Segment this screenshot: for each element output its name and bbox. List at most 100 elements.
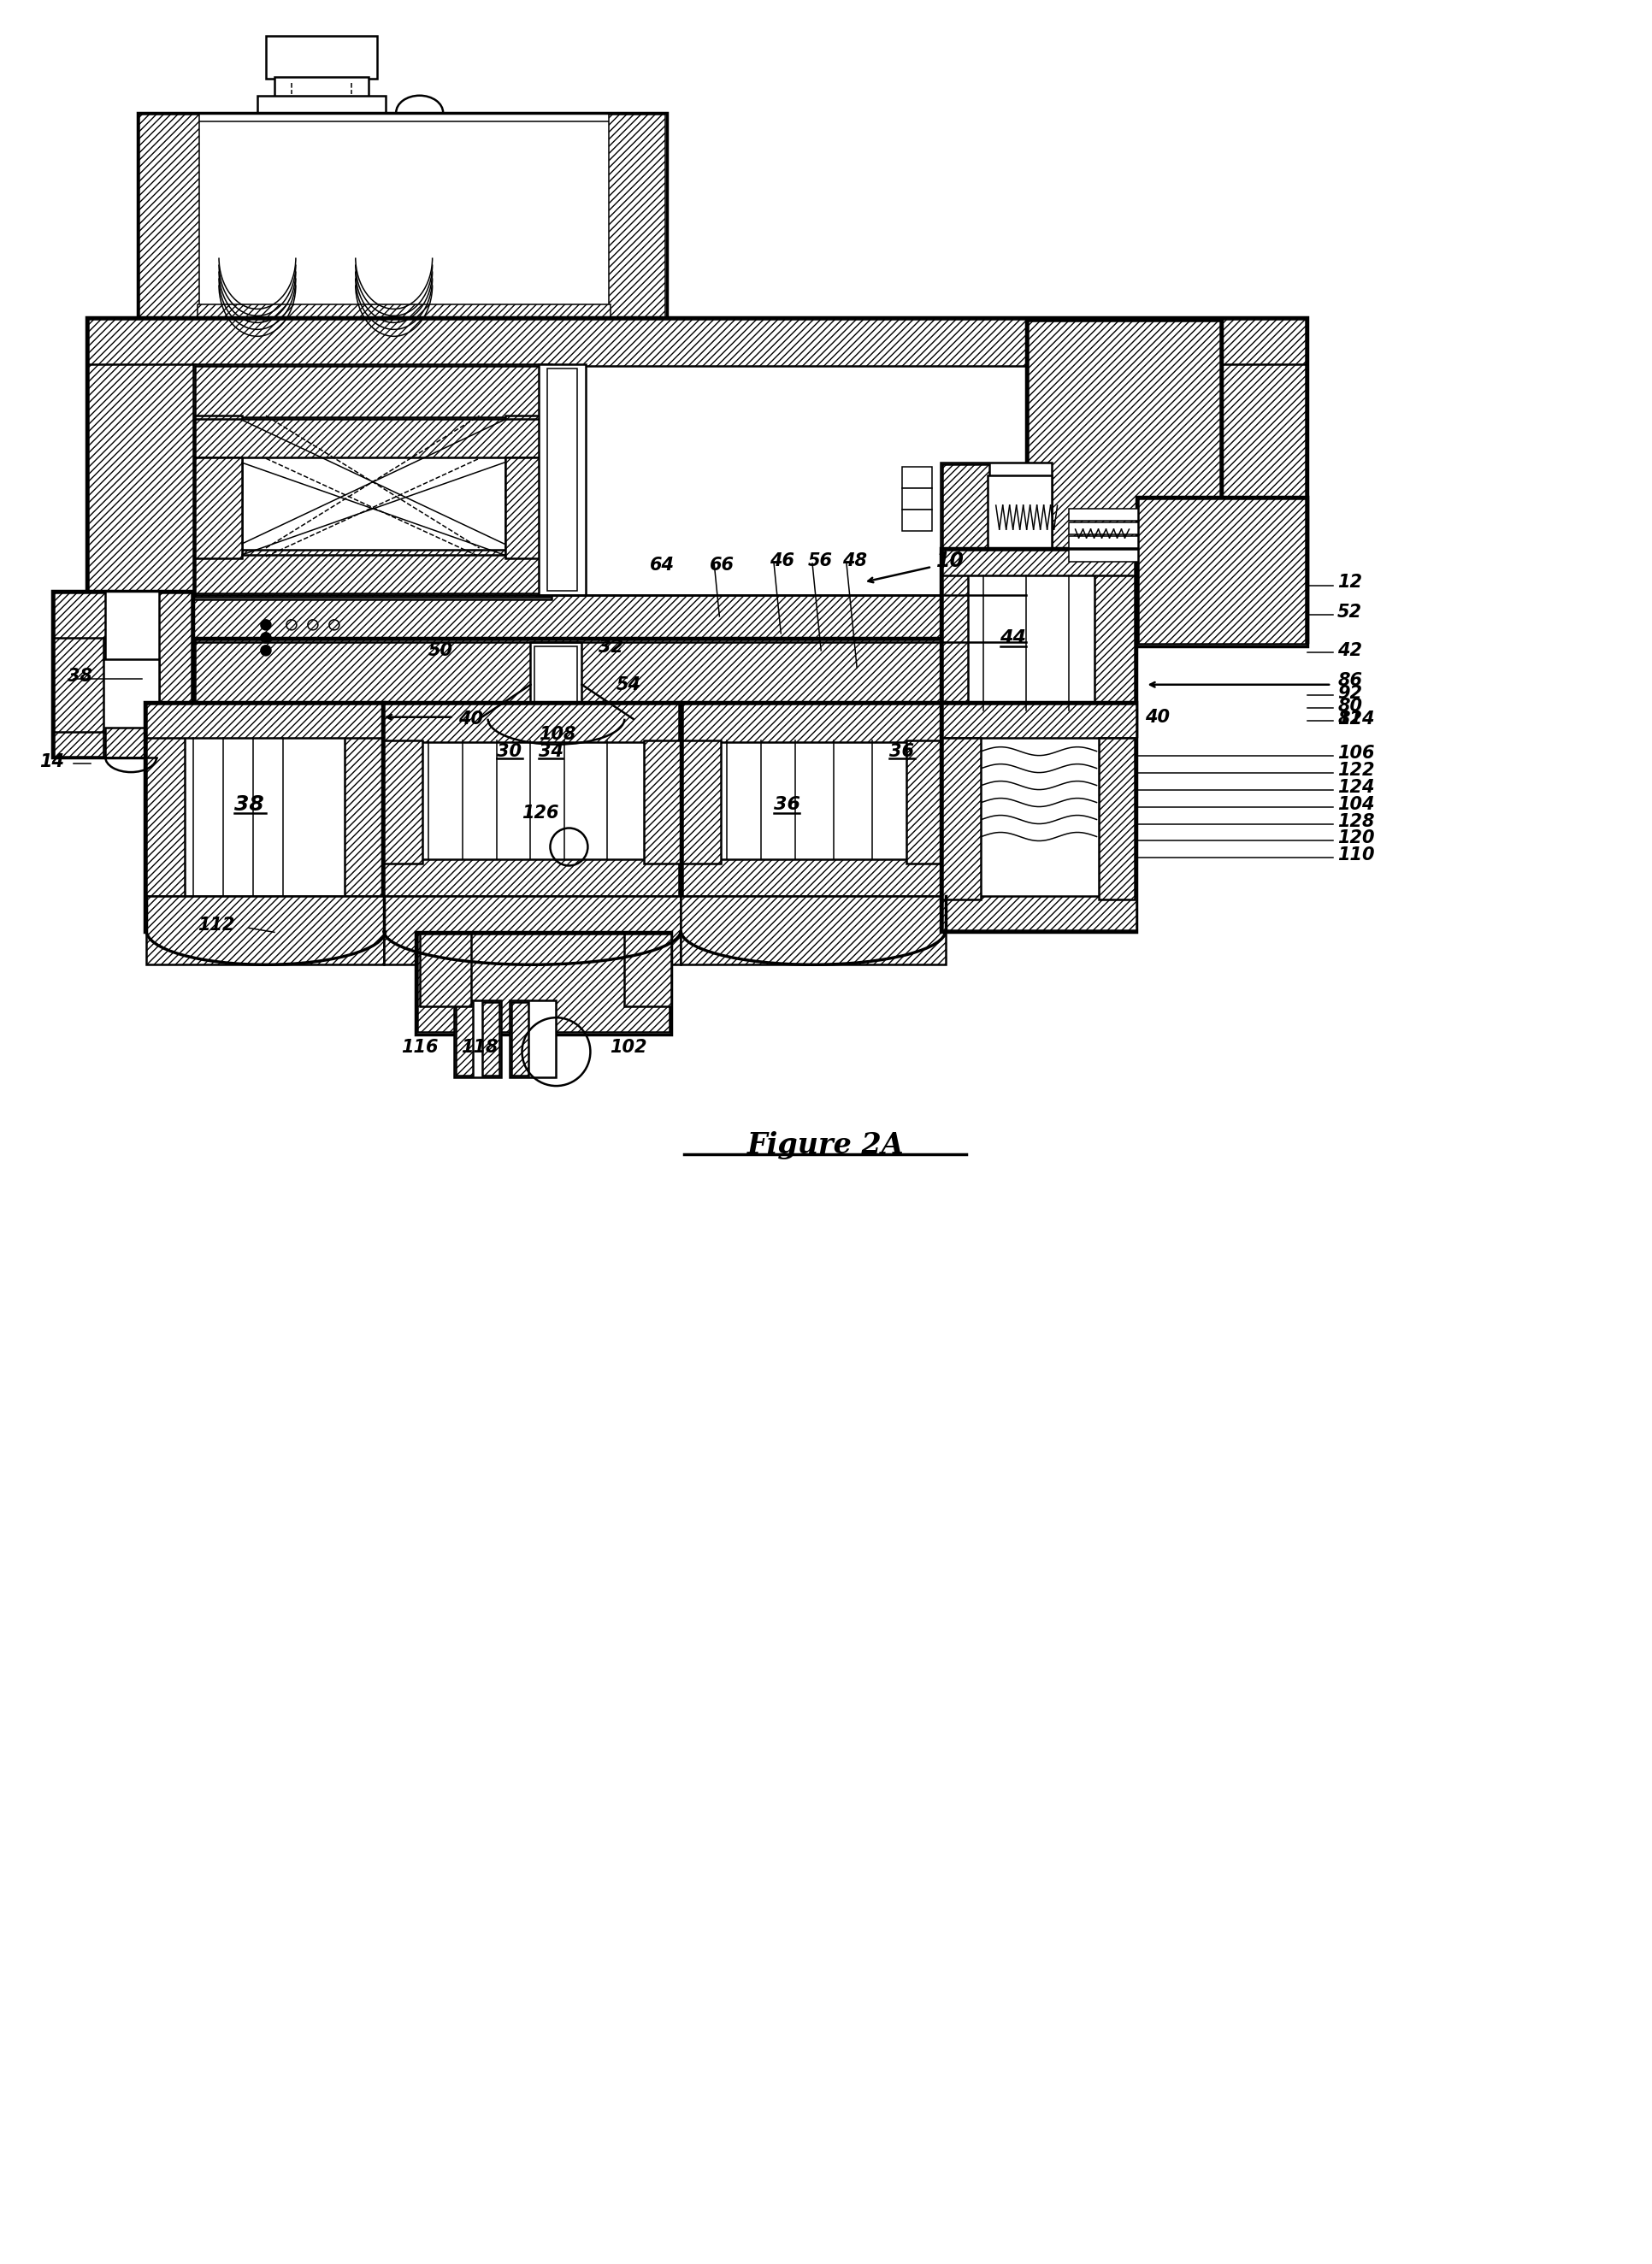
Text: 126: 126 <box>522 804 558 822</box>
Bar <box>1099 738 1135 899</box>
Bar <box>942 464 988 573</box>
Text: 124: 124 <box>1336 779 1374 795</box>
Text: 110: 110 <box>1336 847 1374 865</box>
Bar <box>55 593 106 756</box>
Bar <box>902 509 932 532</box>
Circle shape <box>261 620 271 629</box>
Bar <box>383 897 681 964</box>
Bar <box>942 550 966 734</box>
Bar <box>195 457 241 559</box>
Bar <box>383 860 679 897</box>
Bar <box>509 1001 557 1078</box>
Text: 92: 92 <box>1336 684 1361 702</box>
Text: 66: 66 <box>709 557 733 573</box>
Text: Figure 2A: Figure 2A <box>747 1132 904 1159</box>
Bar <box>147 897 383 964</box>
Bar <box>145 702 383 933</box>
Bar <box>274 77 368 97</box>
Bar <box>1067 550 1138 561</box>
Bar <box>682 860 943 897</box>
Text: 56: 56 <box>808 552 833 568</box>
Bar <box>195 417 241 552</box>
Text: 114: 114 <box>1336 711 1374 727</box>
Bar <box>106 727 157 756</box>
Bar <box>382 702 681 899</box>
Text: 38: 38 <box>235 795 264 815</box>
Bar <box>986 475 1051 561</box>
Bar <box>535 645 577 715</box>
Text: 36: 36 <box>773 795 800 813</box>
Bar <box>942 711 1135 736</box>
Bar <box>147 704 185 931</box>
Bar <box>454 1001 501 1078</box>
Text: 128: 128 <box>1336 813 1374 831</box>
Text: 104: 104 <box>1336 795 1374 813</box>
Text: 36: 36 <box>889 743 914 761</box>
Text: 46: 46 <box>770 552 795 568</box>
Text: 42: 42 <box>1336 643 1361 659</box>
Bar <box>1219 365 1305 620</box>
Text: 30: 30 <box>496 743 520 761</box>
Bar <box>624 935 671 1007</box>
Bar <box>193 417 552 595</box>
Bar <box>456 1003 472 1075</box>
Bar <box>482 1003 499 1075</box>
Bar <box>1094 550 1135 734</box>
Text: 112: 112 <box>198 917 235 935</box>
Bar <box>682 704 943 743</box>
Bar <box>1028 321 1219 641</box>
Bar <box>147 897 382 931</box>
Bar <box>195 638 1023 709</box>
Bar <box>193 595 1218 638</box>
Bar <box>940 702 1137 933</box>
Bar <box>681 702 945 899</box>
Bar <box>940 548 1137 736</box>
Text: 120: 120 <box>1336 831 1374 847</box>
Text: 34: 34 <box>539 743 563 761</box>
Text: 40: 40 <box>1145 709 1170 727</box>
Bar <box>942 550 1135 575</box>
Bar <box>610 113 666 324</box>
Bar <box>137 113 667 326</box>
Bar <box>1137 496 1307 645</box>
Bar <box>942 704 1137 738</box>
Text: 14: 14 <box>40 754 64 770</box>
Bar <box>415 933 671 1035</box>
Bar <box>195 419 550 457</box>
Text: 106: 106 <box>1336 745 1374 761</box>
Bar <box>159 593 192 756</box>
Bar <box>942 738 980 899</box>
Text: 50: 50 <box>428 643 453 659</box>
Text: 52: 52 <box>1336 604 1361 620</box>
Text: 12: 12 <box>1336 573 1361 591</box>
Text: 80: 80 <box>1336 697 1361 715</box>
Bar <box>902 466 932 489</box>
Bar <box>86 317 1307 643</box>
Bar <box>53 591 193 756</box>
Text: 64: 64 <box>649 557 674 573</box>
Bar <box>195 555 550 593</box>
Bar <box>547 369 577 591</box>
Text: 82: 82 <box>1336 711 1361 727</box>
Bar <box>344 704 382 931</box>
Text: 40: 40 <box>458 711 482 727</box>
Text: 38: 38 <box>68 668 93 684</box>
Bar <box>104 659 159 756</box>
Bar <box>902 489 932 509</box>
Circle shape <box>261 632 271 643</box>
Text: 44: 44 <box>999 629 1026 645</box>
Bar <box>510 1003 527 1075</box>
Bar <box>942 897 1137 931</box>
Bar <box>88 319 1305 367</box>
Text: 48: 48 <box>843 552 867 568</box>
Bar <box>258 95 385 122</box>
Bar <box>506 417 552 552</box>
Bar <box>195 367 550 417</box>
Bar <box>383 704 679 743</box>
Text: 116: 116 <box>401 1039 438 1055</box>
Text: 108: 108 <box>539 724 577 743</box>
Text: 86: 86 <box>1336 672 1361 688</box>
Bar <box>940 462 1051 573</box>
Bar <box>1138 498 1305 643</box>
Bar <box>1067 523 1138 534</box>
